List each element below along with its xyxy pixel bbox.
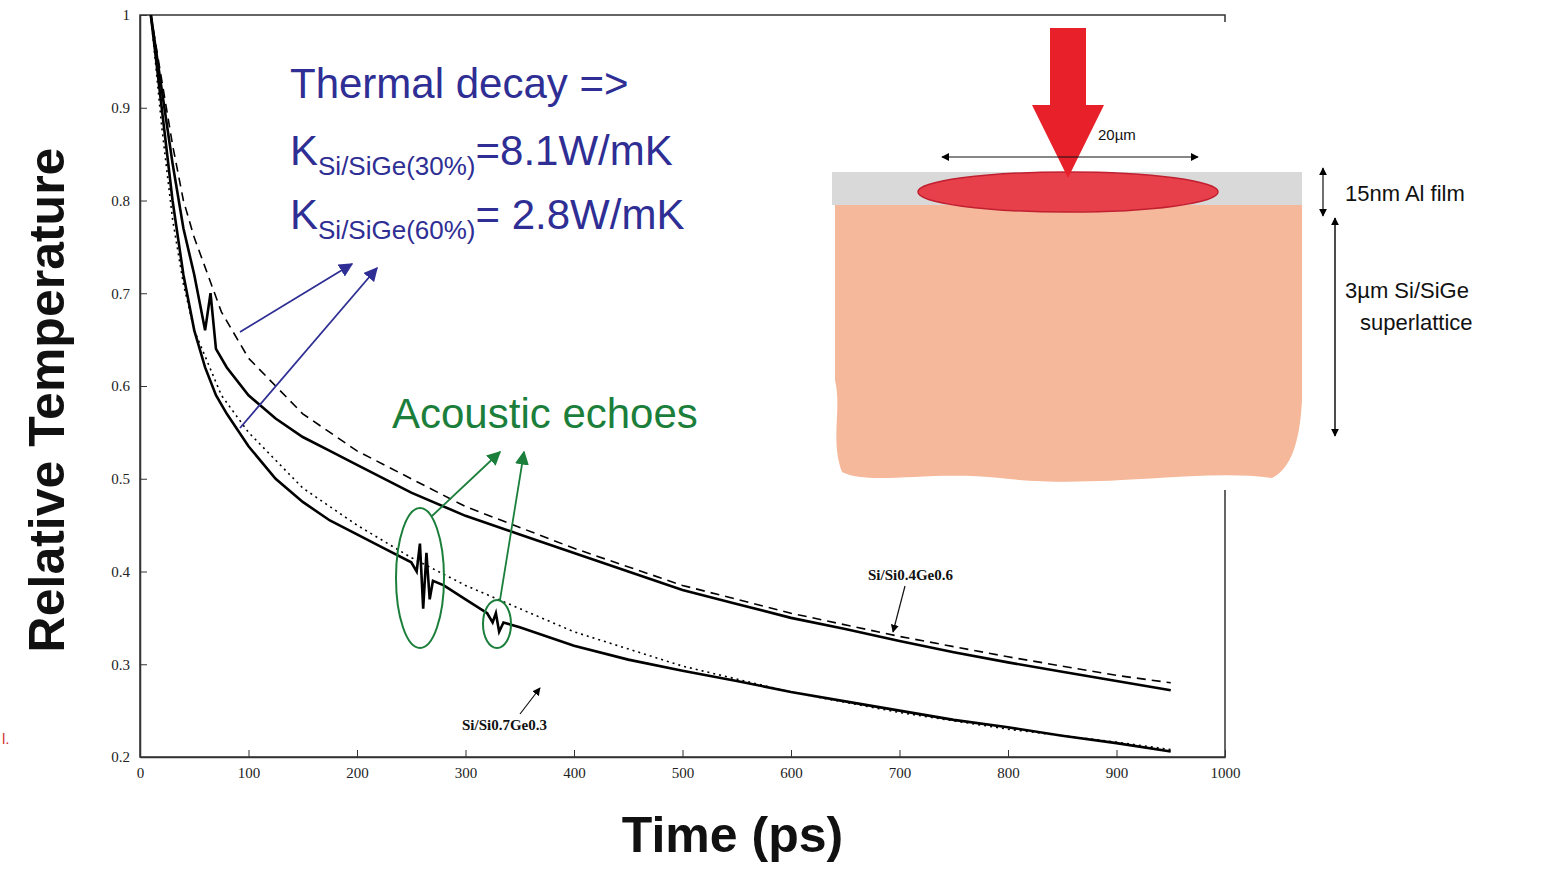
- y-tick-label: 0.3: [111, 657, 130, 673]
- x-tick: 700: [889, 750, 912, 781]
- y-tick-mark: [140, 108, 147, 109]
- y-tick: 1: [123, 7, 148, 23]
- y-tick: 0.4: [111, 564, 147, 580]
- laser-beam: [1032, 28, 1104, 178]
- series-label: Si/Si0.4Ge0.6: [868, 567, 954, 583]
- layer-label-line: superlattice: [1360, 310, 1473, 335]
- series-label-leader: [520, 688, 540, 714]
- conductivity-annotation: KSi/SiGe(30%)=8.1W/mK: [290, 127, 673, 181]
- x-tick-mark: [357, 750, 358, 757]
- chart-svg: 010020030040050060070080090010000.20.30.…: [0, 0, 1564, 870]
- y-tick-label: 0.5: [111, 471, 130, 487]
- decay-arrow: [240, 264, 352, 332]
- x-tick: 900: [1106, 750, 1129, 781]
- x-tick: 800: [997, 750, 1020, 781]
- x-tick: 600: [780, 750, 803, 781]
- x-tick-label: 800: [997, 765, 1020, 781]
- x-tick-label: 100: [238, 765, 261, 781]
- conductivity-subscript: Si/SiGe(60%): [318, 215, 476, 245]
- y-axis: 0.2 0.3 0.4 0.5 0.6 0.7 0.8 0.9 1: [111, 7, 147, 765]
- y-tick: 0.9: [111, 100, 147, 116]
- x-tick-mark: [574, 750, 575, 757]
- conductivity-value: =8.1W/mK: [476, 127, 673, 174]
- conductivity-symbol: K: [290, 191, 318, 238]
- y-tick-mark: [140, 572, 147, 573]
- x-tick-mark: [1117, 750, 1118, 757]
- y-tick-mark: [140, 479, 147, 480]
- x-tick: 100: [238, 750, 261, 781]
- y-tick-label: 0.9: [111, 100, 130, 116]
- dimension-arrow: [1334, 218, 1336, 436]
- x-tick-mark: [249, 750, 250, 757]
- x-tick-label: 200: [346, 765, 369, 781]
- y-tick-label: 0.4: [111, 564, 130, 580]
- film-label: 15nm Al film: [1345, 181, 1465, 206]
- echo-circle: [396, 508, 444, 648]
- y-tick: 0.8: [111, 193, 147, 209]
- conductivity-subscript: Si/SiGe(30%): [318, 151, 476, 181]
- layer-label-line: 3µm Si/SiGe: [1345, 278, 1469, 303]
- y-tick-label: 0.2: [111, 749, 130, 765]
- echo-circle: [483, 600, 511, 648]
- y-tick-label: 0.8: [111, 193, 130, 209]
- y-tick-mark: [140, 293, 147, 294]
- x-tick-label: 1000: [1211, 765, 1241, 781]
- x-tick-mark: [1008, 750, 1009, 757]
- conductivity-symbol: K: [290, 127, 318, 174]
- decay-arrow: [240, 268, 377, 428]
- x-axis-title: Time (ps): [622, 807, 843, 863]
- x-tick-mark: [900, 750, 901, 757]
- x-axis: 0 100 200 300 400 500 600 700 800 900 1000: [137, 750, 1241, 781]
- x-tick-label: 400: [563, 765, 586, 781]
- x-tick-mark: [683, 750, 684, 757]
- x-tick-label: 0: [137, 765, 145, 781]
- series-label-leader: [893, 586, 905, 632]
- x-tick-label: 900: [1106, 765, 1129, 781]
- layer-label: 3µm Si/SiGe superlattice: [1345, 278, 1473, 335]
- y-tick: 0.5: [111, 471, 147, 487]
- x-tick: 1000: [1211, 750, 1241, 781]
- edge-fragment: l.: [2, 730, 10, 747]
- echo-arrow: [500, 452, 524, 600]
- y-tick-label: 0.7: [111, 286, 130, 302]
- y-tick-mark: [140, 664, 147, 665]
- echo-annotation: Acoustic echoes: [392, 390, 698, 437]
- y-tick-mark: [140, 386, 147, 387]
- echo-arrow: [432, 452, 500, 516]
- series-label: Si/Si0.7Ge0.3: [462, 717, 547, 733]
- dimension-arrow: [1322, 168, 1323, 216]
- x-tick-mark: [1225, 750, 1226, 757]
- y-tick: 0.2: [111, 749, 147, 765]
- y-tick: 0.3: [111, 657, 147, 673]
- x-tick: 300: [455, 750, 478, 781]
- y-tick: 0.6: [111, 378, 147, 394]
- y-tick-label: 0.6: [111, 378, 130, 394]
- thermal-decay-annotation: Thermal decay =>: [290, 60, 629, 107]
- y-tick-label: 1: [123, 7, 131, 23]
- x-tick-label: 300: [455, 765, 478, 781]
- diagram-ground: [826, 22, 1564, 490]
- conductivity-annotation: KSi/SiGe(60%)= 2.8W/mK: [290, 191, 684, 245]
- y-tick-mark: [140, 757, 147, 758]
- x-tick-mark: [791, 750, 792, 757]
- x-tick: 200: [346, 750, 369, 781]
- y-tick-mark: [140, 201, 147, 202]
- x-tick-label: 700: [889, 765, 912, 781]
- y-tick: 0.7: [111, 286, 147, 302]
- x-tick-label: 600: [780, 765, 803, 781]
- x-tick-mark: [466, 750, 467, 757]
- conductivity-value: = 2.8W/mK: [476, 191, 685, 238]
- y-axis-title: Relative Temperature: [19, 148, 75, 653]
- spot-width-label: 20µm: [1098, 126, 1136, 143]
- diagram: 20µm 15nm Al film 3µm Si/SiGe superlattice: [826, 22, 1564, 490]
- dimension-arrow: [942, 156, 1198, 157]
- y-tick-mark: [140, 15, 147, 16]
- x-tick: 400: [563, 750, 586, 781]
- substrate: [835, 205, 1302, 482]
- x-tick: 500: [672, 750, 695, 781]
- x-tick-label: 500: [672, 765, 695, 781]
